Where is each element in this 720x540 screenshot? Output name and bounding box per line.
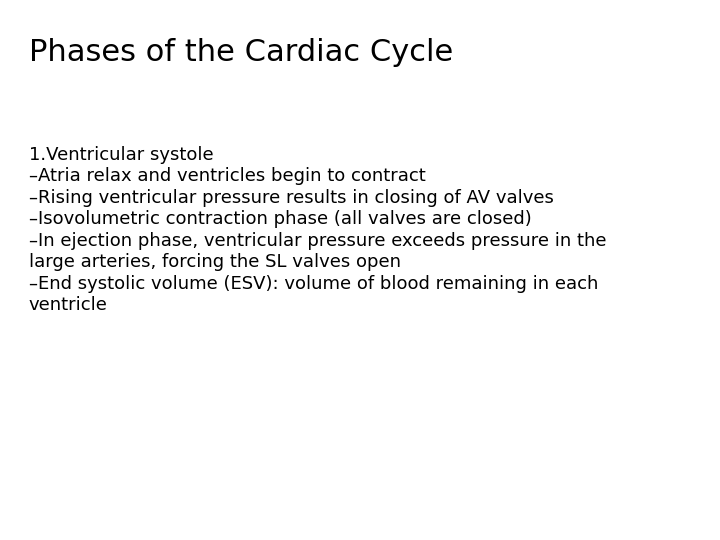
Text: Phases of the Cardiac Cycle: Phases of the Cardiac Cycle [29,38,453,67]
Text: 1.Ventricular systole
–Atria relax and ventricles begin to contract
–Rising vent: 1.Ventricular systole –Atria relax and v… [29,146,606,314]
